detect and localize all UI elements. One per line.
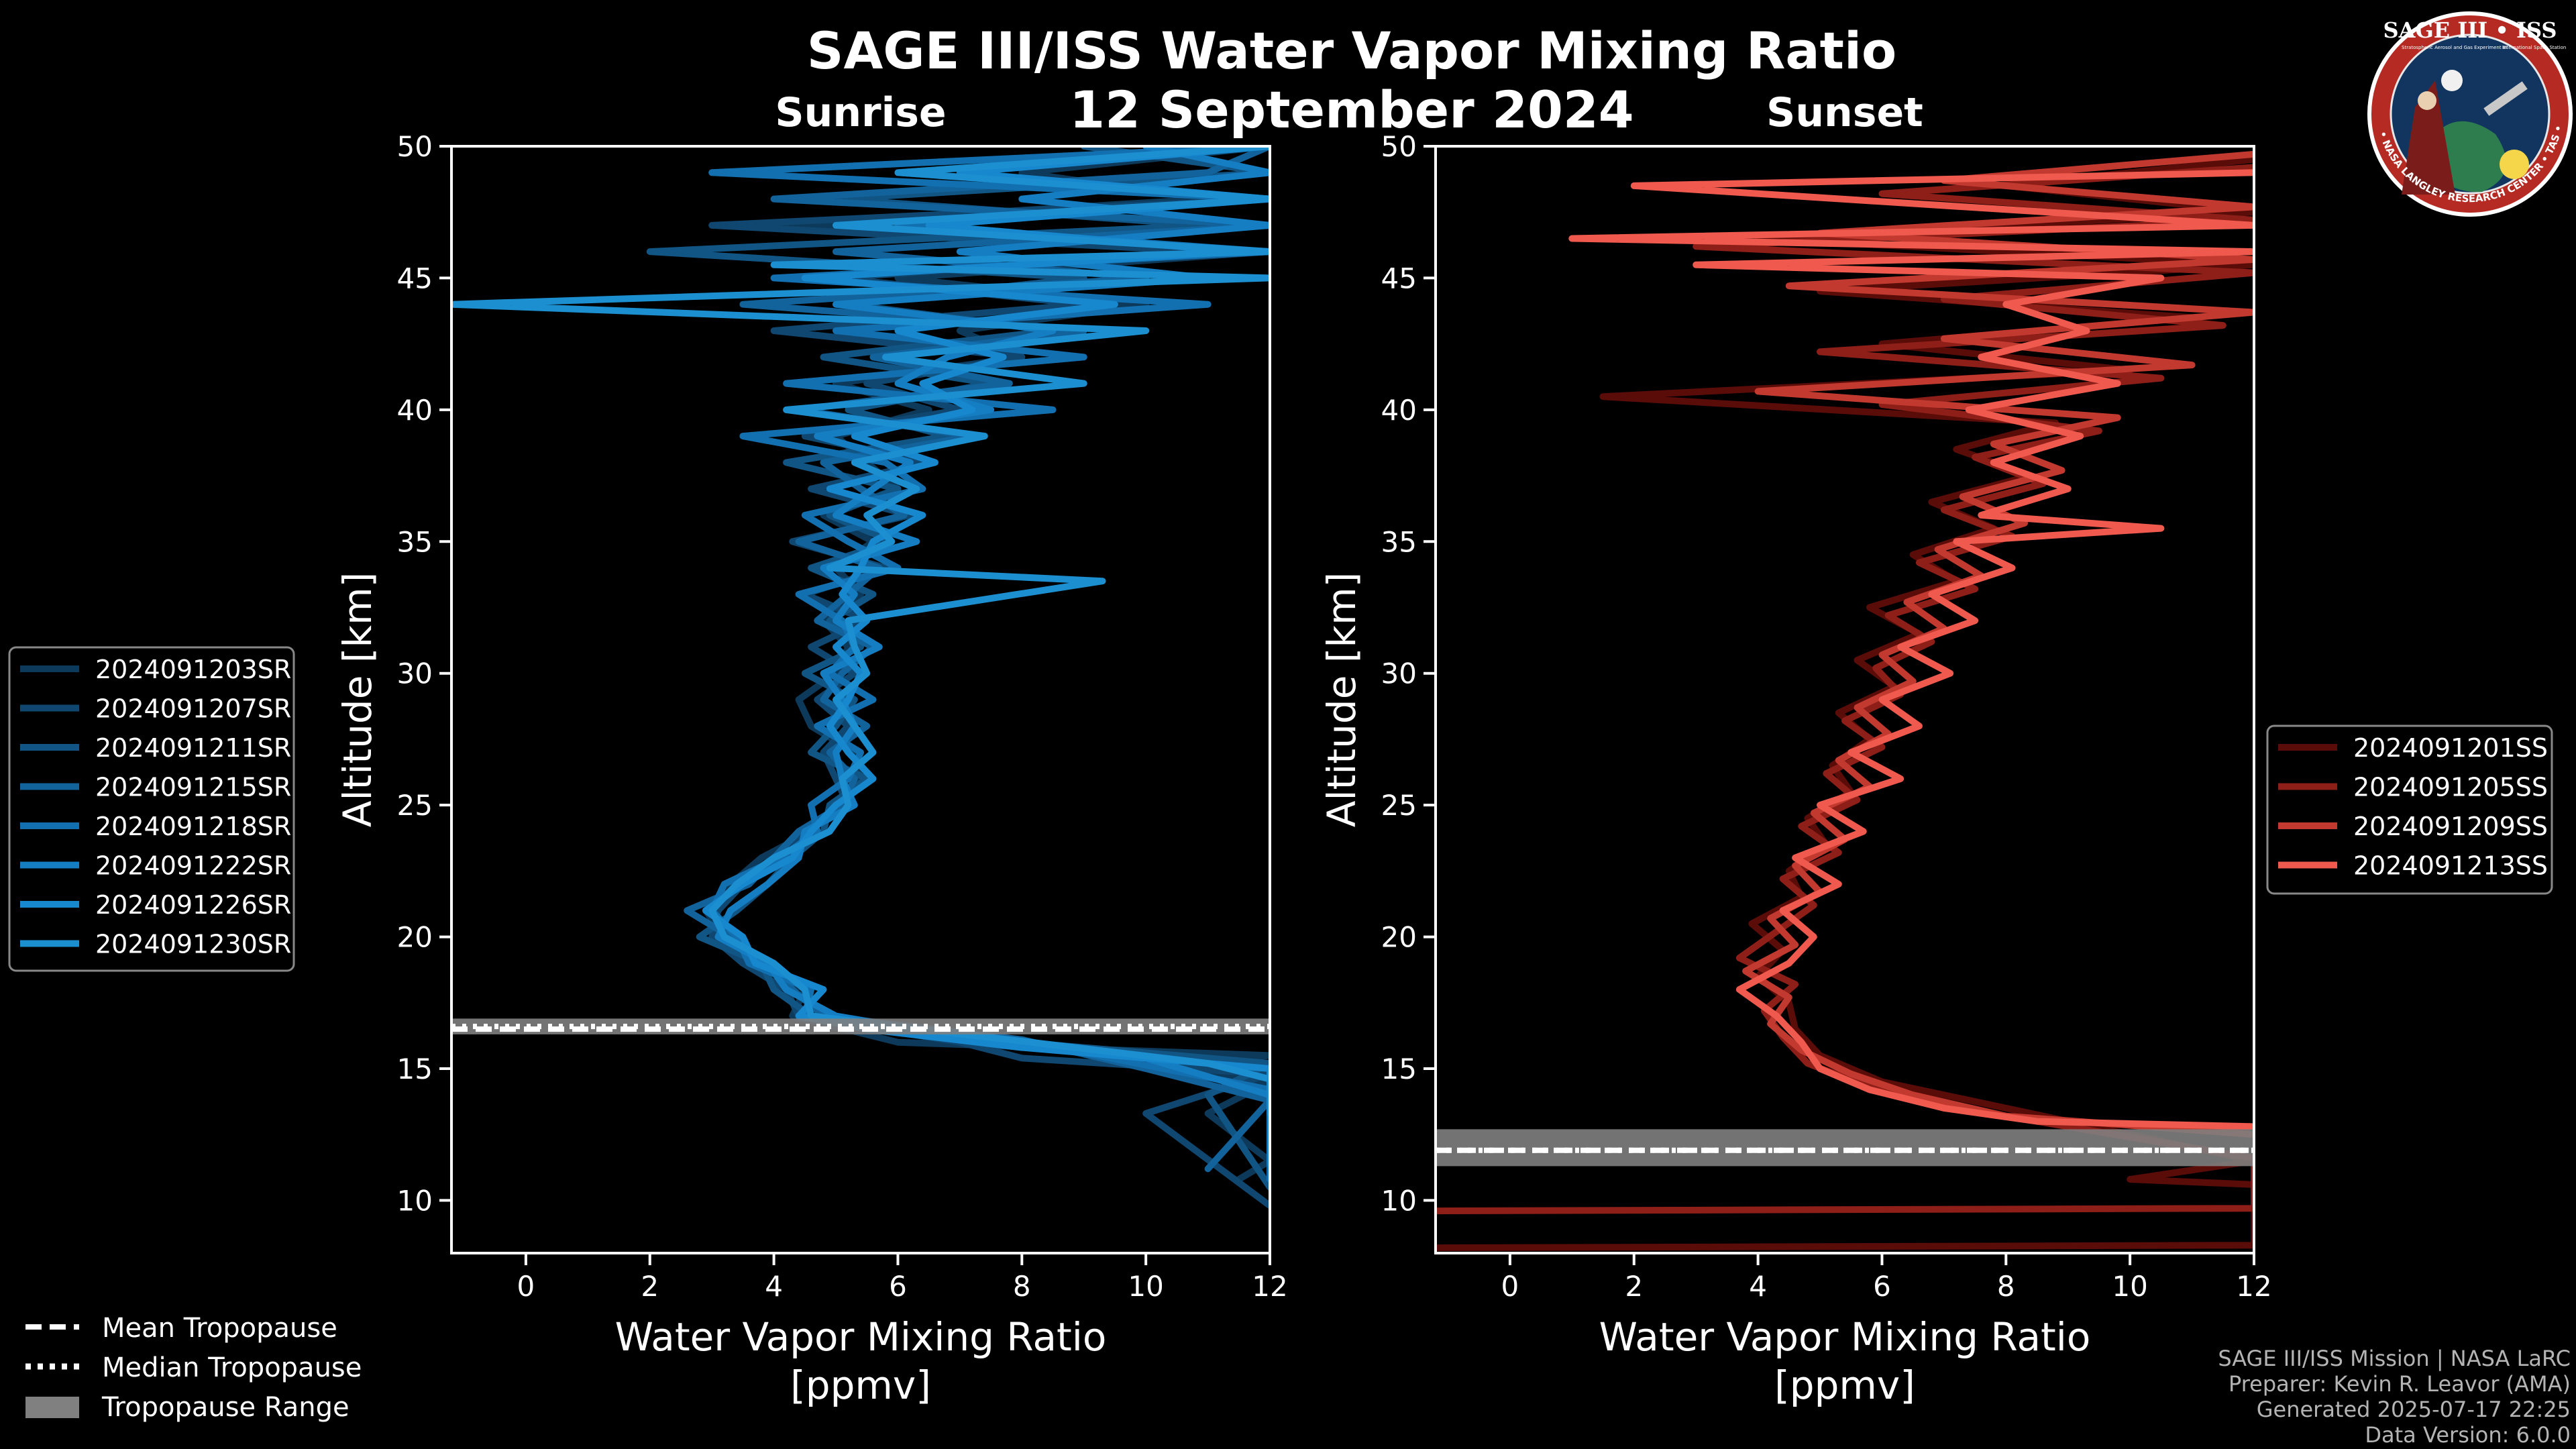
sunset-legend-label: 2024091209SS [2353, 812, 2548, 841]
sunrise-y-tick-label: 35 [397, 525, 433, 558]
sunset-y-tick-label: 10 [1381, 1184, 1417, 1217]
sunrise-y-axis-label: Altitude [km] [335, 572, 380, 827]
sunrise-x-tick-label: 4 [765, 1270, 783, 1303]
tropopause-range-swatch [25, 1397, 79, 1418]
figure-title: SAGE III/ISS Water Vapor Mixing Ratio [807, 21, 1897, 80]
sunrise-x-tick-label: 8 [1013, 1270, 1031, 1303]
sunset-y-tick-label: 50 [1381, 130, 1417, 163]
sunrise-x-axis-label: Water Vapor Mixing Ratio [615, 1314, 1107, 1360]
footer-preparer: Preparer: Kevin R. Leavor (AMA) [2229, 1371, 2571, 1397]
sunrise-legend-label: 2024091222SR [95, 851, 291, 881]
legend-frame [2266, 724, 2553, 895]
sunset-x-tick-label: 12 [2236, 1270, 2271, 1303]
sunrise-legend-label: 2024091230SR [95, 930, 291, 959]
sunset-legend-label: 2024091201SS [2353, 733, 2548, 763]
footer-generated: Generated 2025-07-17 22:25 [2257, 1397, 2571, 1422]
sunrise-legend-label: 2024091203SR [95, 655, 291, 684]
sunset-axes-frame [1434, 145, 2255, 1254]
sunset-panel: 0 2 4 6 8 10 12 10 15 20 25 30 35 40 45 50 Water Vapor M… [1319, 130, 2272, 1408]
sunrise-y-tick-label: 15 [397, 1053, 433, 1085]
sunset-x-axis-label: [ppmv] [1774, 1362, 1915, 1408]
sunset-y-tick-label: 15 [1381, 1053, 1417, 1085]
sunset-series-group [1436, 150, 2254, 1252]
mean-tropopause-label: Mean Tropopause [102, 1313, 337, 1344]
logo-subtitle-right: International Space Station [2502, 45, 2566, 50]
sunrise-x-tick-label: 6 [889, 1270, 907, 1303]
sunset-x-tick-label: 2 [1625, 1270, 1643, 1303]
figure-date: 12 September 2024 [1069, 80, 1633, 140]
wizard-figure-icon [2402, 80, 2455, 195]
satellite-icon [2483, 81, 2528, 116]
sunrise-x-tick-label: 0 [517, 1270, 535, 1303]
sunset-y-axis-label: Altitude [km] [1319, 572, 1364, 827]
sunset-series-line-2024091213SS [1568, 169, 2254, 1130]
sunrise-y-tick-label: 10 [397, 1184, 433, 1217]
sunrise-legend-label: 2024091207SR [95, 694, 291, 724]
sunset-x-tick-label: 8 [1997, 1270, 2015, 1303]
footer-mission: SAGE III/ISS Mission | NASA LaRC [2218, 1346, 2571, 1371]
sunrise-panel-title: Sunrise [775, 89, 946, 136]
sunrise-x-tick-label: 12 [1252, 1270, 1287, 1303]
footer-data-version: Data Version: 6.0.0 [2365, 1422, 2571, 1448]
sunrise-panel: 0 2 4 6 8 10 12 10 15 20 25 30 35 40 45 50 Water Vapor M… [335, 130, 1288, 1408]
tropopause-range-label: Tropopause Range [101, 1392, 350, 1423]
sunset-x-axis-label: Water Vapor Mixing Ratio [1599, 1314, 2091, 1360]
sunset-x-tick-label: 10 [2112, 1270, 2147, 1303]
sunrise-x-tick-label: 10 [1128, 1270, 1163, 1303]
sunrise-legend-label: 2024091215SR [95, 773, 291, 802]
sunset-y-tick-label: 40 [1381, 394, 1417, 427]
sunset-y-tick-label: 20 [1381, 921, 1417, 954]
sunrise-y-tick-label: 20 [397, 921, 433, 954]
sunset-legend-label: 2024091213SS [2353, 851, 2548, 881]
sunrise-series-line-2024091230SR [451, 146, 1270, 1083]
sunrise-legend: 2024091203SR 2024091207SR 2024091211SR 2024… [8, 646, 295, 972]
sunrise-legend-label: 2024091218SR [95, 812, 291, 841]
sunrise-y-tick-label: 45 [397, 262, 433, 294]
sunrise-x-axis-label: [ppmv] [790, 1362, 931, 1408]
sunset-y-tick-label: 25 [1381, 789, 1417, 822]
sunset-panel-title: Sunset [1766, 89, 1923, 136]
sunrise-series-group [451, 146, 1270, 1210]
sun-icon [2500, 150, 2529, 179]
sunrise-y-tick-label: 40 [397, 394, 433, 427]
sunset-legend-label: 2024091205SS [2353, 773, 2548, 802]
sunrise-y-tick-label: 25 [397, 789, 433, 822]
sunrise-axes-frame [450, 145, 1271, 1254]
logo-subtitle-left: Stratospheric Aerosol and Gas Experiment… [2402, 45, 2507, 50]
legend-frame [8, 646, 295, 972]
footer-credits: SAGE III/ISS Mission | NASA LaRC Prepare… [2218, 1346, 2571, 1448]
sunset-legend: 2024091201SS 2024091205SS 2024091209SS 2024… [2266, 724, 2553, 895]
tropopause-legend: Mean Tropopause Median Tropopause Tropop… [25, 1313, 362, 1423]
sunrise-y-tick-label: 50 [397, 130, 433, 163]
sunrise-legend-label: 2024091226SR [95, 890, 291, 920]
sunset-x-tick-label: 4 [1749, 1270, 1767, 1303]
sunset-y-tick-label: 35 [1381, 525, 1417, 558]
sunrise-x-tick-label: 2 [641, 1270, 659, 1303]
logo-title: SAGE III • ISS [2383, 17, 2557, 43]
sunset-y-tick-label: 45 [1381, 262, 1417, 294]
median-tropopause-label: Median Tropopause [102, 1352, 362, 1383]
sunrise-legend-label: 2024091211SR [95, 733, 291, 763]
moon-icon [2441, 70, 2463, 91]
sunset-x-tick-label: 0 [1501, 1270, 1519, 1303]
sunset-series-line-2024091209SS [1742, 150, 2254, 1138]
sunset-y-tick-label: 30 [1381, 657, 1417, 690]
sunset-x-tick-label: 6 [1873, 1270, 1891, 1303]
sunrise-y-tick-label: 30 [397, 657, 433, 690]
